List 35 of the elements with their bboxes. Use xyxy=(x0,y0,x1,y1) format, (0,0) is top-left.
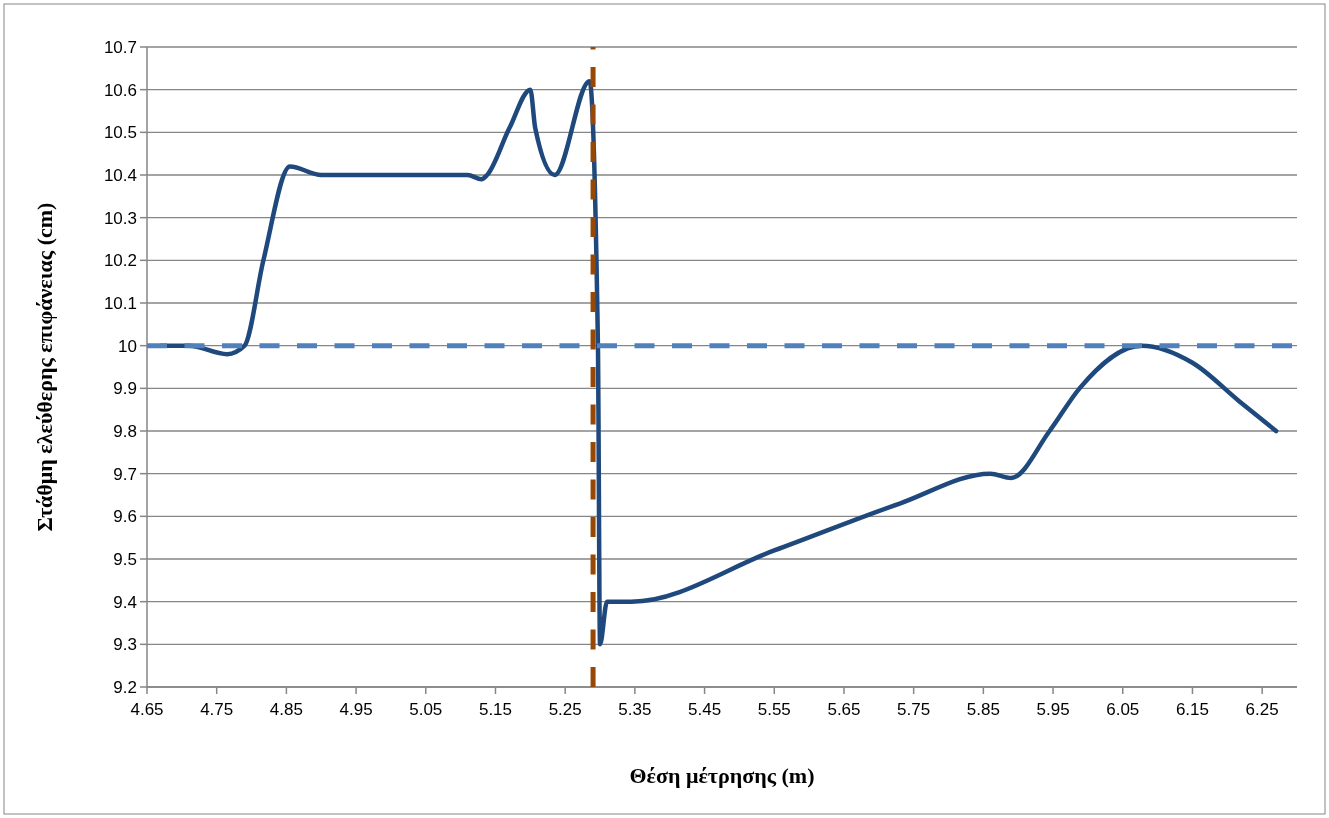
x-tick-label: 5.45 xyxy=(688,700,722,719)
x-tick-label: 4.75 xyxy=(200,700,234,719)
y-tick-label: 9.3 xyxy=(113,635,137,655)
x-tick-label: 5.15 xyxy=(478,700,513,719)
y-tick-label: 10.1 xyxy=(103,293,137,313)
y-tick-label: 9.7 xyxy=(113,464,137,484)
x-tick-label: 4.85 xyxy=(269,700,303,719)
x-tick-label: 4.65 xyxy=(130,700,164,719)
y-tick-label: 10 xyxy=(118,336,137,356)
x-tick-label: 5.05 xyxy=(409,700,443,719)
x-axis-title: Θέση μέτρησης (m) xyxy=(629,763,815,788)
x-tick-label: 6.15 xyxy=(1175,700,1209,719)
x-tick-label: 5.85 xyxy=(966,700,1000,719)
y-tick-label: 10.5 xyxy=(103,123,137,143)
x-tick-label: 4.95 xyxy=(339,700,373,719)
y-tick-label: 10.7 xyxy=(103,37,137,57)
y-axis-title: Στάθμη ελεύθερης επιφάνειας (cm) xyxy=(32,202,57,532)
y-tick-label: 10.4 xyxy=(103,165,137,185)
y-tick-label: 9.4 xyxy=(113,592,137,612)
x-tick-label: 6.25 xyxy=(1245,700,1279,719)
y-tick-label: 10.2 xyxy=(103,251,137,271)
x-tick-label: 6.05 xyxy=(1106,700,1140,719)
x-tick-label: 5.65 xyxy=(827,700,861,719)
x-tick-label: 5.95 xyxy=(1036,700,1070,719)
y-tick-label: 9.5 xyxy=(113,549,137,569)
x-tick-label: 5.25 xyxy=(548,700,582,719)
y-tick-label: 9.2 xyxy=(113,677,137,697)
y-tick-label: 10.3 xyxy=(103,208,137,228)
y-tick-label: 10.6 xyxy=(103,80,137,100)
y-tick-label: 9.8 xyxy=(113,421,137,441)
y-tick-label: 9.6 xyxy=(113,507,137,527)
y-tick-label: 9.9 xyxy=(113,379,137,399)
x-tick-label: 5.35 xyxy=(618,700,652,719)
x-tick-label: 5.75 xyxy=(897,700,931,719)
x-tick-label: 5.55 xyxy=(757,700,791,719)
